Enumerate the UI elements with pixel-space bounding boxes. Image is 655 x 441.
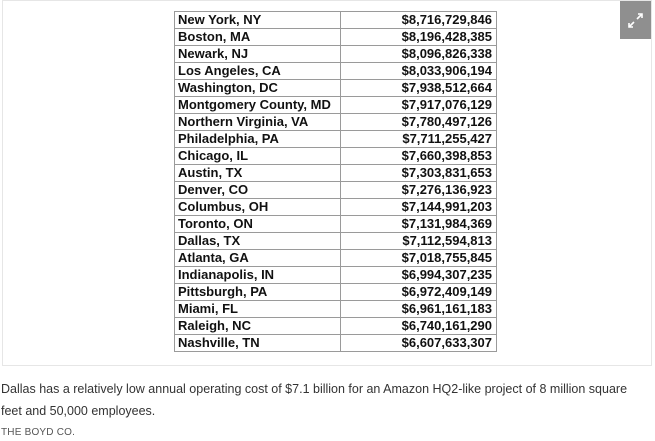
cost-cell: $7,131,984,369 xyxy=(340,215,497,233)
cost-cell: $7,711,255,427 xyxy=(340,130,497,148)
operating-cost-table: New York, NY $8,716,729,846 Boston, MA $8,1… xyxy=(174,11,497,352)
city-cell: Miami, FL xyxy=(174,300,341,318)
expand-image-button[interactable] xyxy=(620,1,651,39)
table-row: Washington, DC $7,938,512,664 xyxy=(174,79,497,97)
table-row: Chicago, IL $7,660,398,853 xyxy=(174,147,497,165)
cost-cell: $7,917,076,129 xyxy=(340,96,497,114)
city-cell: Austin, TX xyxy=(174,164,341,182)
table-row: Miami, FL $6,961,161,183 xyxy=(174,300,497,318)
city-cell: Denver, CO xyxy=(174,181,341,199)
table-row: Indianapolis, IN $6,994,307,235 xyxy=(174,266,497,284)
city-cell: Northern Virginia, VA xyxy=(174,113,341,131)
cost-cell: $7,144,991,203 xyxy=(340,198,497,216)
cost-cell: $7,303,831,653 xyxy=(340,164,497,182)
city-cell: Montgomery County, MD xyxy=(174,96,341,114)
table-row: Raleigh, NC $6,740,161,290 xyxy=(174,317,497,335)
city-cell: Raleigh, NC xyxy=(174,317,341,335)
city-cell: Newark, NJ xyxy=(174,45,341,63)
cost-cell: $8,716,729,846 xyxy=(340,11,497,29)
cost-cell: $6,972,409,149 xyxy=(340,283,497,301)
city-cell: Atlanta, GA xyxy=(174,249,341,267)
table-row: Pittsburgh, PA $6,972,409,149 xyxy=(174,283,497,301)
table-row: Nashville, TN $6,607,633,307 xyxy=(174,334,497,352)
expand-arrows-icon xyxy=(628,13,643,28)
table-row: Los Angeles, CA $8,033,906,194 xyxy=(174,62,497,80)
table-row: New York, NY $8,716,729,846 xyxy=(174,11,497,29)
table-row: Montgomery County, MD $7,917,076,129 xyxy=(174,96,497,114)
cost-cell: $7,780,497,126 xyxy=(340,113,497,131)
city-cell: Washington, DC xyxy=(174,79,341,97)
city-cell: Philadelphia, PA xyxy=(174,130,341,148)
table-row: Austin, TX $7,303,831,653 xyxy=(174,164,497,182)
image-figure: New York, NY $8,716,729,846 Boston, MA $8,1… xyxy=(2,0,652,366)
city-cell: Toronto, ON xyxy=(174,215,341,233)
cost-cell: $8,196,428,385 xyxy=(340,28,497,46)
cost-cell: $6,607,633,307 xyxy=(340,334,497,352)
table-row: Columbus, OH $7,144,991,203 xyxy=(174,198,497,216)
table-row: Newark, NJ $8,096,826,338 xyxy=(174,45,497,63)
city-cell: Columbus, OH xyxy=(174,198,341,216)
city-cell: Pittsburgh, PA xyxy=(174,283,341,301)
table-row: Northern Virginia, VA $7,780,497,126 xyxy=(174,113,497,131)
city-cell: Chicago, IL xyxy=(174,147,341,165)
table-row: Atlanta, GA $7,018,755,845 xyxy=(174,249,497,267)
cost-cell: $7,938,512,664 xyxy=(340,79,497,97)
table-row: Dallas, TX $7,112,594,813 xyxy=(174,232,497,250)
city-cell: Los Angeles, CA xyxy=(174,62,341,80)
cost-cell: $7,276,136,923 xyxy=(340,181,497,199)
cost-cell: $6,994,307,235 xyxy=(340,266,497,284)
cost-cell: $7,112,594,813 xyxy=(340,232,497,250)
image-credit: THE BOYD CO. xyxy=(1,427,76,438)
table-row: Toronto, ON $7,131,984,369 xyxy=(174,215,497,233)
cost-cell: $6,740,161,290 xyxy=(340,317,497,335)
city-cell: Nashville, TN xyxy=(174,334,341,352)
table-body: New York, NY $8,716,729,846 Boston, MA $8,1… xyxy=(174,11,497,352)
image-caption: Dallas has a relatively low annual opera… xyxy=(1,382,628,418)
cost-cell: $7,018,755,845 xyxy=(340,249,497,267)
city-cell: New York, NY xyxy=(174,11,341,29)
city-cell: Boston, MA xyxy=(174,28,341,46)
table-row: Boston, MA $8,196,428,385 xyxy=(174,28,497,46)
city-cell: Dallas, TX xyxy=(174,232,341,250)
cost-cell: $6,961,161,183 xyxy=(340,300,497,318)
cost-cell: $8,096,826,338 xyxy=(340,45,497,63)
cost-cell: $7,660,398,853 xyxy=(340,147,497,165)
table-row: Philadelphia, PA $7,711,255,427 xyxy=(174,130,497,148)
table-row: Denver, CO $7,276,136,923 xyxy=(174,181,497,199)
city-cell: Indianapolis, IN xyxy=(174,266,341,284)
cost-cell: $8,033,906,194 xyxy=(340,62,497,80)
